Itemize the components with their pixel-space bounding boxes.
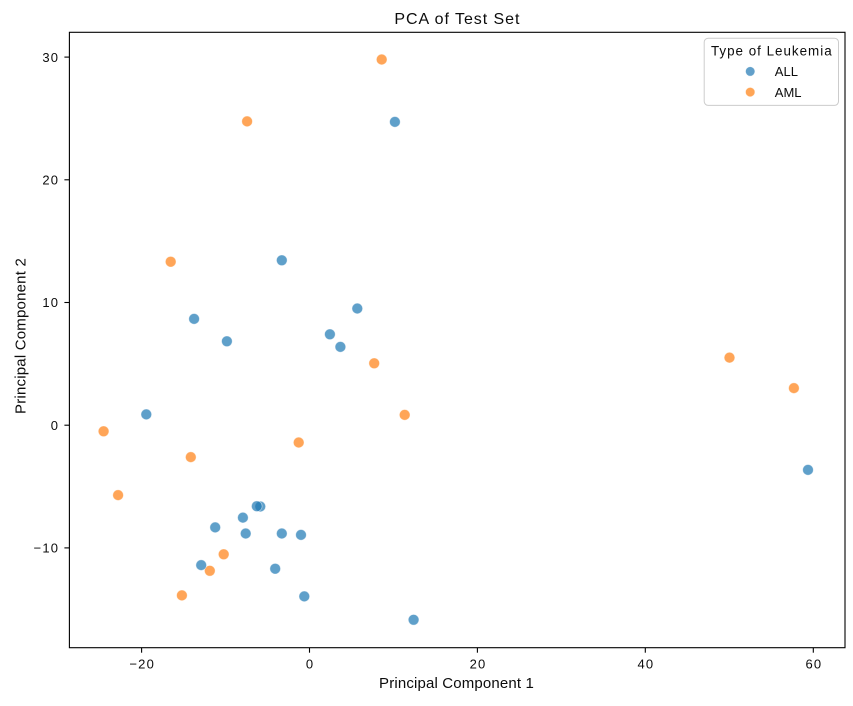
svg-text:40: 40 bbox=[637, 657, 654, 672]
svg-text:30: 30 bbox=[42, 50, 59, 65]
svg-text:60: 60 bbox=[805, 657, 822, 672]
svg-text:Principal Component 1: Principal Component 1 bbox=[379, 675, 534, 692]
svg-text:0: 0 bbox=[51, 418, 59, 433]
svg-text:ALL: ALL bbox=[775, 64, 798, 79]
svg-text:Type of Leukemia: Type of Leukemia bbox=[711, 43, 833, 58]
svg-text:−10: −10 bbox=[34, 541, 60, 556]
svg-text:Principal Component 2: Principal Component 2 bbox=[12, 258, 29, 414]
svg-text:0: 0 bbox=[306, 657, 314, 672]
svg-text:−20: −20 bbox=[129, 657, 155, 672]
svg-text:10: 10 bbox=[42, 295, 59, 310]
svg-text:20: 20 bbox=[42, 173, 59, 188]
svg-text:AML: AML bbox=[775, 85, 802, 100]
svg-text:20: 20 bbox=[470, 657, 487, 672]
svg-text:PCA of Test Set: PCA of Test Set bbox=[394, 11, 520, 28]
